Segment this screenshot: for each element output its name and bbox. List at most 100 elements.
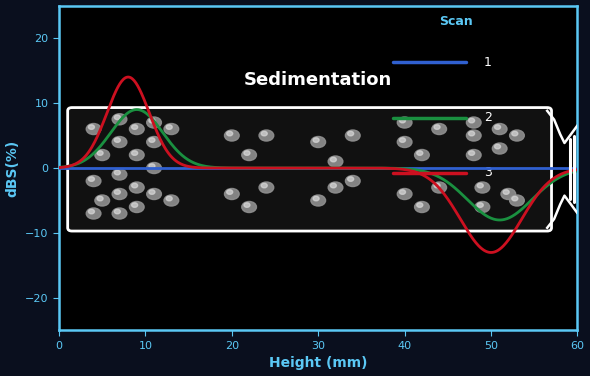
Circle shape — [166, 125, 172, 129]
1 — [193, 166, 200, 170]
X-axis label: Height (mm): Height (mm) — [269, 356, 368, 370]
Circle shape — [501, 188, 516, 200]
Circle shape — [311, 136, 326, 147]
Circle shape — [346, 176, 360, 186]
2 — [194, 162, 201, 167]
3 — [299, 166, 306, 170]
3 — [55, 165, 63, 170]
Circle shape — [415, 202, 430, 212]
Text: Sedimentation: Sedimentation — [244, 71, 392, 89]
Circle shape — [95, 150, 110, 161]
Circle shape — [129, 182, 144, 193]
Circle shape — [242, 202, 257, 212]
Circle shape — [132, 203, 137, 207]
Y-axis label: dBS(%): dBS(%) — [5, 139, 19, 197]
Circle shape — [129, 202, 144, 212]
Circle shape — [477, 203, 483, 207]
Circle shape — [114, 190, 120, 194]
Circle shape — [132, 183, 137, 188]
Circle shape — [129, 150, 144, 161]
Circle shape — [224, 130, 239, 141]
FancyBboxPatch shape — [68, 108, 552, 231]
1 — [371, 166, 378, 170]
Circle shape — [147, 162, 162, 174]
Text: 3: 3 — [484, 167, 492, 179]
2 — [460, 193, 467, 198]
Circle shape — [86, 208, 101, 219]
Circle shape — [147, 136, 162, 147]
Circle shape — [88, 209, 94, 214]
Circle shape — [164, 123, 179, 135]
3 — [487, 250, 494, 255]
Circle shape — [149, 118, 155, 123]
Circle shape — [244, 151, 250, 155]
Circle shape — [468, 118, 474, 123]
Circle shape — [399, 190, 405, 194]
2 — [414, 168, 421, 172]
Circle shape — [259, 182, 274, 193]
Circle shape — [132, 125, 137, 129]
Circle shape — [242, 150, 257, 161]
2 — [496, 218, 503, 222]
Circle shape — [346, 130, 360, 141]
Circle shape — [467, 117, 481, 128]
Circle shape — [468, 131, 474, 136]
Circle shape — [149, 164, 155, 168]
Circle shape — [114, 115, 120, 120]
1 — [55, 166, 63, 170]
2 — [372, 166, 379, 170]
Circle shape — [475, 202, 490, 212]
2 — [299, 166, 306, 170]
Text: 1: 1 — [484, 56, 492, 69]
Circle shape — [261, 131, 267, 136]
Circle shape — [97, 151, 103, 155]
Circle shape — [434, 125, 440, 129]
Circle shape — [399, 118, 405, 123]
2 — [151, 120, 158, 124]
Circle shape — [95, 195, 110, 206]
Circle shape — [112, 208, 127, 219]
1 — [459, 166, 466, 170]
Circle shape — [330, 183, 336, 188]
Circle shape — [97, 196, 103, 201]
Circle shape — [114, 170, 120, 175]
Circle shape — [434, 183, 440, 188]
Circle shape — [397, 117, 412, 128]
1 — [298, 166, 305, 170]
3 — [151, 124, 158, 129]
Circle shape — [149, 138, 155, 143]
Circle shape — [492, 123, 507, 135]
Circle shape — [397, 188, 412, 200]
Circle shape — [328, 156, 343, 167]
Circle shape — [512, 131, 518, 136]
Circle shape — [494, 125, 500, 129]
2 — [55, 165, 63, 170]
Circle shape — [147, 188, 162, 200]
Circle shape — [129, 123, 144, 135]
Circle shape — [112, 136, 127, 147]
Circle shape — [112, 114, 127, 125]
Text: Scan: Scan — [439, 15, 473, 28]
Circle shape — [397, 136, 412, 147]
Circle shape — [261, 183, 267, 188]
Circle shape — [494, 144, 500, 149]
3 — [460, 221, 467, 226]
Circle shape — [259, 130, 274, 141]
Circle shape — [86, 176, 101, 186]
Line: 2: 2 — [59, 109, 590, 220]
Circle shape — [112, 188, 127, 200]
1 — [150, 166, 158, 170]
Circle shape — [510, 130, 525, 141]
Circle shape — [399, 138, 405, 143]
Circle shape — [227, 131, 232, 136]
2 — [133, 107, 140, 112]
Circle shape — [348, 177, 353, 181]
Circle shape — [432, 123, 447, 135]
Circle shape — [227, 190, 232, 194]
3 — [372, 166, 379, 170]
Circle shape — [132, 151, 137, 155]
Circle shape — [492, 143, 507, 154]
Circle shape — [311, 195, 326, 206]
Circle shape — [164, 195, 179, 206]
1 — [413, 166, 420, 170]
